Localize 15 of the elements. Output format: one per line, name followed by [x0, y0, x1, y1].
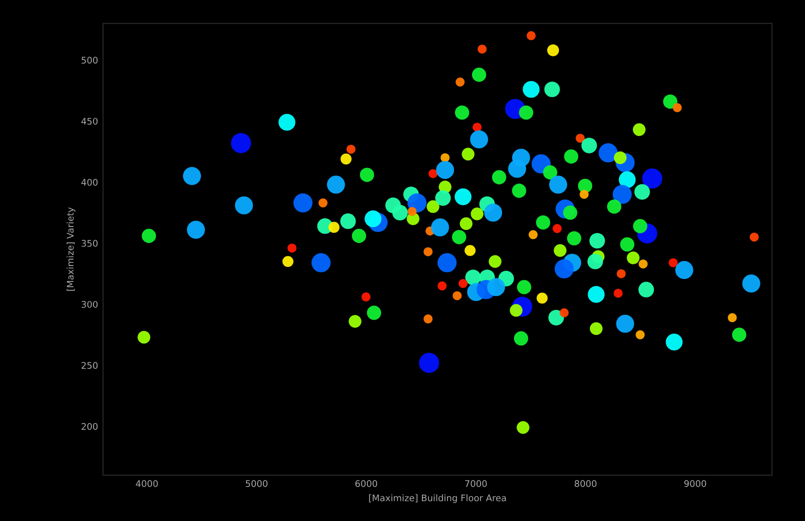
x-tick-label: 4000	[136, 480, 158, 487]
y-tick-label: 500	[82, 56, 98, 64]
x-tick-label: 9000	[684, 480, 706, 487]
y-tick-label: 400	[81, 178, 98, 186]
x-tick-label: 7000	[465, 480, 487, 487]
x-tick-label: 6000	[355, 480, 378, 487]
x-axis-title: [Maximize] Building Floor Area	[369, 494, 506, 504]
y-tick-label: 350	[82, 240, 98, 247]
y-tick-label: 200	[82, 423, 98, 430]
y-tick-label: 450	[81, 118, 98, 125]
x-tick-label: 5000	[246, 480, 268, 487]
y-tick-label: 300	[82, 300, 98, 308]
y-tick-label: 250	[82, 362, 98, 369]
y-axis-title: [Maximize] Variety	[66, 207, 76, 291]
x-tick-label: 8000	[574, 480, 596, 487]
